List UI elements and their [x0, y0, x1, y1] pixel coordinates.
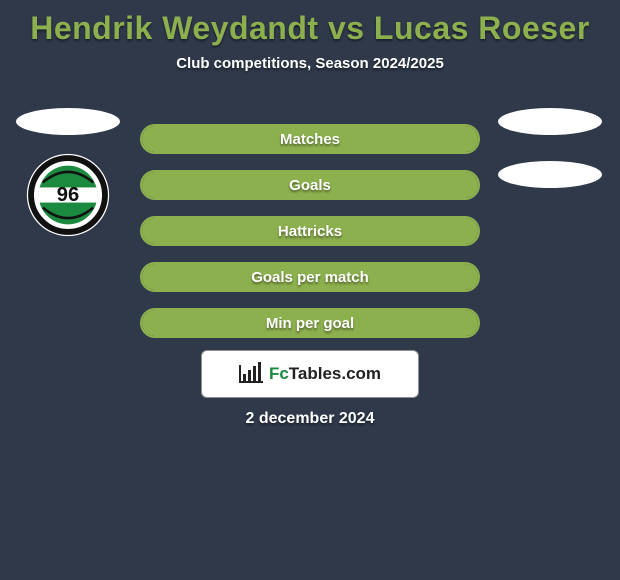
stat-bar-label: Goals per match: [142, 264, 478, 290]
comparison-infographic: Hendrik Weydandt vs Lucas Roeser Club co…: [0, 0, 620, 580]
svg-text:96: 96: [57, 184, 79, 206]
attribution-box: FcTables.com: [201, 350, 419, 398]
player-right-photo: [498, 108, 602, 135]
stat-bar: Goals per match: [140, 262, 480, 292]
bar-chart-icon: [239, 361, 263, 388]
player-left-column: 96: [8, 108, 128, 237]
attribution-suffix: Tables.com: [289, 364, 381, 383]
stat-bar-label: Min per goal: [142, 310, 478, 336]
player-right-column: [490, 108, 610, 188]
stat-bar-label: Hattricks: [142, 218, 478, 244]
club-logo-left: 96: [26, 153, 110, 237]
stat-bar: Hattricks0: [140, 216, 480, 246]
stat-bar-label: Goals: [142, 172, 478, 198]
stat-bar: Min per goal: [140, 308, 480, 338]
player-left-photo: [16, 108, 120, 135]
attribution-prefix: Fc: [269, 364, 289, 383]
club-logo-right: [498, 161, 602, 188]
date-text: 2 december 2024: [0, 410, 620, 428]
page-title: Hendrik Weydandt vs Lucas Roeser: [0, 0, 620, 47]
stat-bar-label: Matches: [142, 126, 478, 152]
stat-bar: Matches1: [140, 124, 480, 154]
page-subtitle: Club competitions, Season 2024/2025: [0, 55, 620, 72]
stat-bar: Goals0: [140, 170, 480, 200]
hannover-96-badge-icon: 96: [26, 153, 110, 237]
attribution-text: FcTables.com: [269, 364, 381, 384]
stat-bars: Matches1 Goals0 Hattricks0 Goals per match M…: [140, 124, 480, 354]
